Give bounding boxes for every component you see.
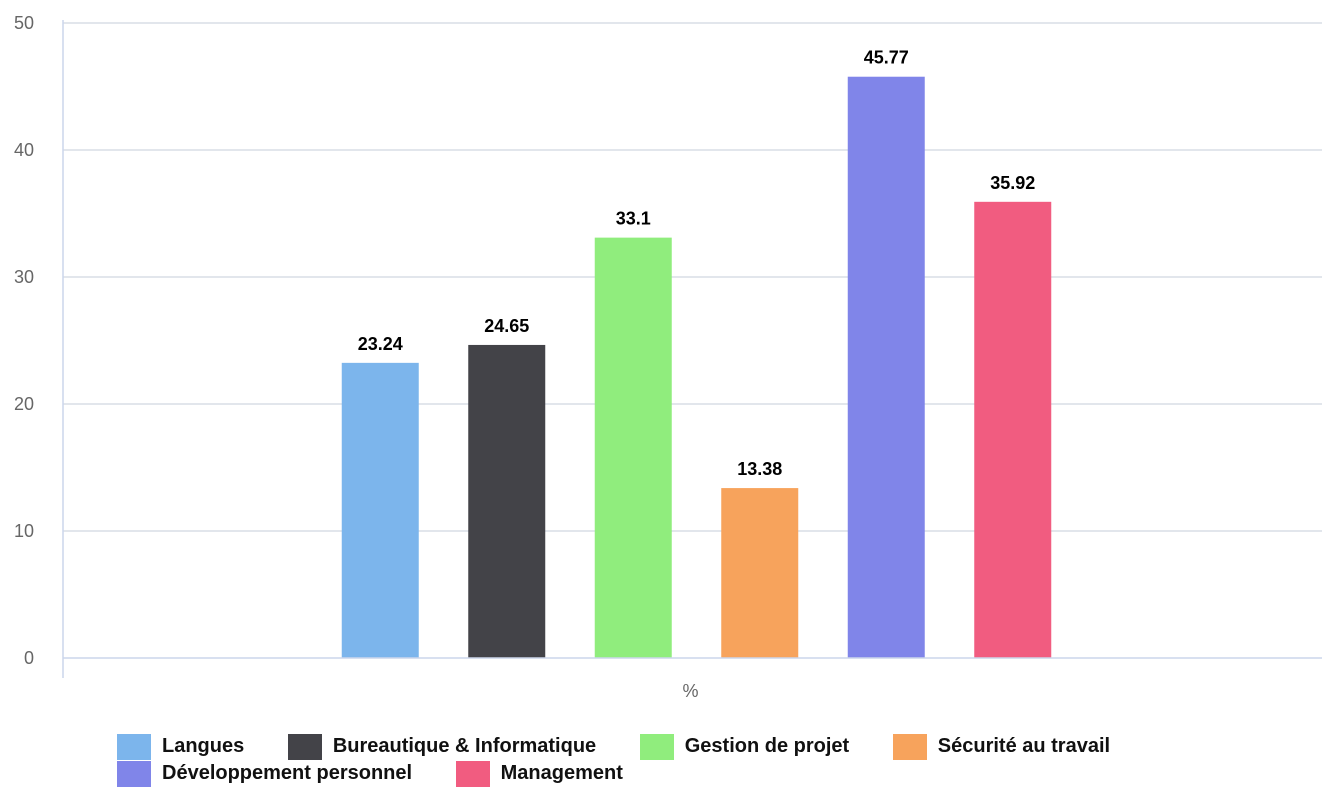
y-tick-label: 40 (14, 140, 34, 160)
bar (341, 362, 419, 658)
y-tick-label: 20 (14, 394, 34, 414)
legend-item-developpement[interactable]: Développement personnel (117, 760, 412, 787)
legend-row-2: Développement personnel Management (117, 760, 1297, 787)
legend-item-management[interactable]: Management (455, 760, 623, 787)
y-tick-label: 30 (14, 267, 34, 287)
legend-label: Langues (162, 735, 245, 757)
legend-row-1: Langues Bureautique & Informatique Gesti… (117, 733, 1297, 760)
legend-label: Management (500, 762, 623, 784)
x-axis: % (63, 657, 1322, 701)
legend-label: Sécurité au travail (937, 735, 1111, 757)
legend-item-langues[interactable]: Langues (117, 733, 244, 760)
legend-swatch (117, 733, 151, 760)
bar (468, 344, 546, 658)
legend-swatch (287, 733, 322, 760)
bar-chart: 0 10 20 30 40 50 23.24 24.65 33.1 13.38 45.77 35.9… (14, 13, 1322, 701)
legend-label: Bureautique & Informatique (332, 735, 597, 757)
legend-swatch (117, 760, 151, 787)
legend-item-securite[interactable]: Sécurité au travail (892, 733, 1111, 760)
legend-item-gestion-de-projet[interactable]: Gestion de projet (639, 733, 850, 760)
y-tick-label: 0 (24, 648, 34, 668)
data-label: 33.1 (616, 209, 651, 229)
bar (594, 237, 672, 658)
legend-swatch (639, 733, 674, 760)
bar (974, 201, 1052, 659)
legend-swatch (455, 760, 490, 787)
data-label: 23.24 (358, 334, 403, 354)
legend-swatch (892, 733, 927, 760)
grid-lines (63, 22, 1322, 532)
legend-label: Développement personnel (162, 762, 413, 784)
value-labels: 23.24 24.65 33.1 13.38 45.77 35.92 (358, 48, 1036, 479)
y-tick-label: 50 (14, 13, 34, 33)
bar (847, 76, 925, 658)
data-label: 35.92 (990, 173, 1035, 193)
y-tick-label: 10 (14, 521, 34, 541)
legend-item-bureautique[interactable]: Bureautique & Informatique (287, 733, 597, 760)
y-axis: 0 10 20 30 40 50 (14, 13, 64, 678)
bars (341, 76, 1052, 659)
data-label: 13.38 (737, 459, 782, 479)
bar (721, 488, 799, 658)
data-label: 24.65 (484, 316, 529, 336)
x-category-label: % (682, 681, 698, 701)
data-label: 45.77 (864, 48, 909, 68)
legend-label: Gestion de projet (684, 735, 850, 757)
legend: Langues Bureautique & Informatique Gesti… (117, 733, 1297, 787)
